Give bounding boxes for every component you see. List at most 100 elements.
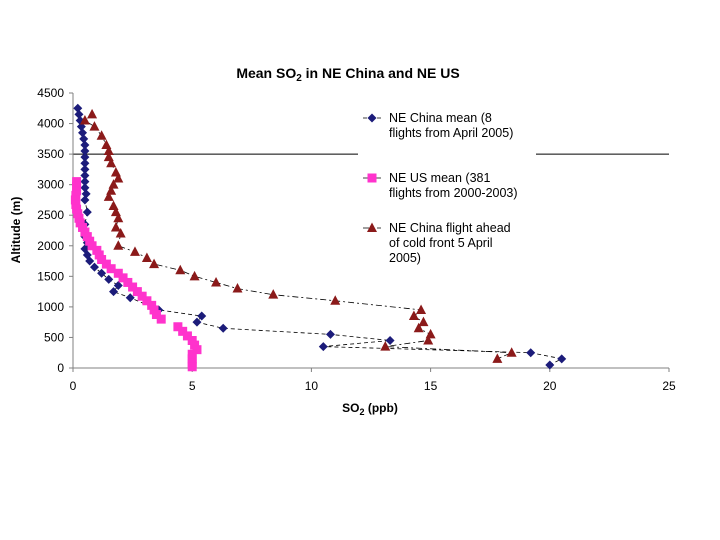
- y-tick-label-1000: 1000: [37, 300, 64, 314]
- series-3-point: [418, 316, 429, 327]
- series-1-point: [80, 164, 90, 174]
- series-3-point: [103, 145, 114, 156]
- series-2-point: [187, 362, 197, 372]
- series-2-point: [149, 305, 159, 315]
- series-1: [73, 103, 567, 370]
- y-tick-label-3500: 3500: [37, 147, 64, 161]
- series-1-point: [81, 189, 91, 199]
- x-tick-label-15: 15: [424, 379, 438, 393]
- series-1-point: [104, 274, 114, 284]
- legend-entry-1-line-1: NE China mean (8: [389, 111, 492, 125]
- legend-entry-2-line-2: flights from 2000-2003): [389, 186, 518, 200]
- series-3-point: [113, 240, 124, 250]
- chart-title: Mean SO2 in NE China and NE US: [236, 65, 459, 84]
- series-2-point: [192, 345, 202, 355]
- series-2-point: [178, 326, 188, 336]
- series-1-point: [78, 128, 88, 138]
- plot-area: [70, 103, 567, 372]
- series-1-point: [80, 177, 90, 187]
- series-1-point: [218, 323, 228, 333]
- series-2-point: [190, 340, 200, 350]
- series-3: [79, 108, 517, 363]
- series-1-point: [557, 354, 567, 364]
- legend-marker-1: [367, 113, 377, 123]
- series-2-point: [156, 314, 166, 324]
- series-3-point: [129, 246, 140, 256]
- series-1-point: [192, 317, 202, 327]
- y-axis-label: Altitude (m): [9, 197, 23, 264]
- series-1-point: [80, 183, 90, 193]
- series-1-point: [80, 146, 90, 156]
- series-2-point: [80, 227, 90, 237]
- series-3-point: [380, 341, 391, 351]
- series-3-point: [108, 200, 119, 211]
- series-3-point: [110, 166, 121, 177]
- series-2-point: [87, 241, 97, 251]
- x-tick-label-20: 20: [543, 379, 557, 393]
- series-2-point: [92, 245, 102, 255]
- series-1-point: [80, 195, 90, 205]
- y-tick-label-1500: 1500: [37, 269, 64, 283]
- series-2-point: [75, 218, 85, 228]
- x-axis-label: SO2 (ppb): [342, 401, 398, 417]
- series-2-point: [132, 287, 142, 297]
- series-2-point: [123, 277, 133, 287]
- series-2-point: [113, 268, 123, 278]
- axes: [69, 92, 670, 372]
- series-1-point: [79, 134, 89, 144]
- series-1-point: [325, 329, 335, 339]
- legend-background: [358, 100, 536, 272]
- y-tick-label-2000: 2000: [37, 239, 64, 253]
- series-3-point: [96, 130, 107, 140]
- series-2-point: [101, 259, 111, 269]
- series-3-point: [423, 335, 434, 345]
- x-tick-label-25: 25: [662, 379, 676, 393]
- series-2: [70, 177, 202, 372]
- series-1-point: [385, 336, 395, 345]
- series-2-point: [85, 236, 95, 246]
- series-3-point: [408, 310, 419, 321]
- series-2-point: [182, 331, 192, 341]
- series-1-point: [80, 171, 90, 180]
- series-2-point: [72, 186, 82, 196]
- series-3-point: [101, 139, 112, 149]
- series-2-point: [118, 273, 128, 283]
- legend-entry-3-line-1: NE China flight ahead: [389, 221, 511, 235]
- y-tick-label-0: 0: [57, 361, 64, 375]
- series-2-point: [151, 310, 161, 320]
- series-2-point: [106, 264, 116, 274]
- y-tick-label-3000: 3000: [37, 178, 64, 192]
- series-3-point: [113, 173, 124, 183]
- series-3-point: [113, 212, 124, 223]
- series-1-point: [80, 140, 90, 150]
- series-1-point: [73, 103, 83, 113]
- y-tick-label-2500: 2500: [37, 208, 64, 222]
- series-2-point: [74, 213, 84, 223]
- series-1-point: [82, 207, 92, 217]
- legend-entry-2-line-1: NE US mean (381: [389, 171, 490, 185]
- series-1-point: [125, 293, 135, 303]
- series-3-point: [87, 108, 98, 119]
- series-1-point: [197, 311, 207, 321]
- series-2-point: [72, 177, 82, 187]
- series-2-point: [82, 232, 92, 242]
- series-1-point: [74, 109, 84, 119]
- legend-entry-3-line-3: 2005): [389, 251, 421, 265]
- series-2-point: [173, 322, 183, 332]
- series-1-point: [85, 256, 95, 266]
- series-3-point: [416, 304, 427, 314]
- series-3-point: [506, 347, 517, 357]
- series-3-point: [115, 228, 126, 238]
- y-tick-label-4000: 4000: [37, 117, 64, 131]
- series-1-point: [113, 281, 123, 290]
- y-tick-label-4500: 4500: [37, 86, 64, 100]
- series-3-point: [268, 289, 279, 299]
- series-1-point: [82, 250, 92, 260]
- series-3-point: [149, 258, 160, 269]
- series-2-point: [187, 336, 197, 345]
- series-2-point: [187, 354, 197, 364]
- series-2-point: [137, 291, 147, 301]
- series-2-point: [94, 250, 104, 260]
- series-1-point: [526, 348, 536, 358]
